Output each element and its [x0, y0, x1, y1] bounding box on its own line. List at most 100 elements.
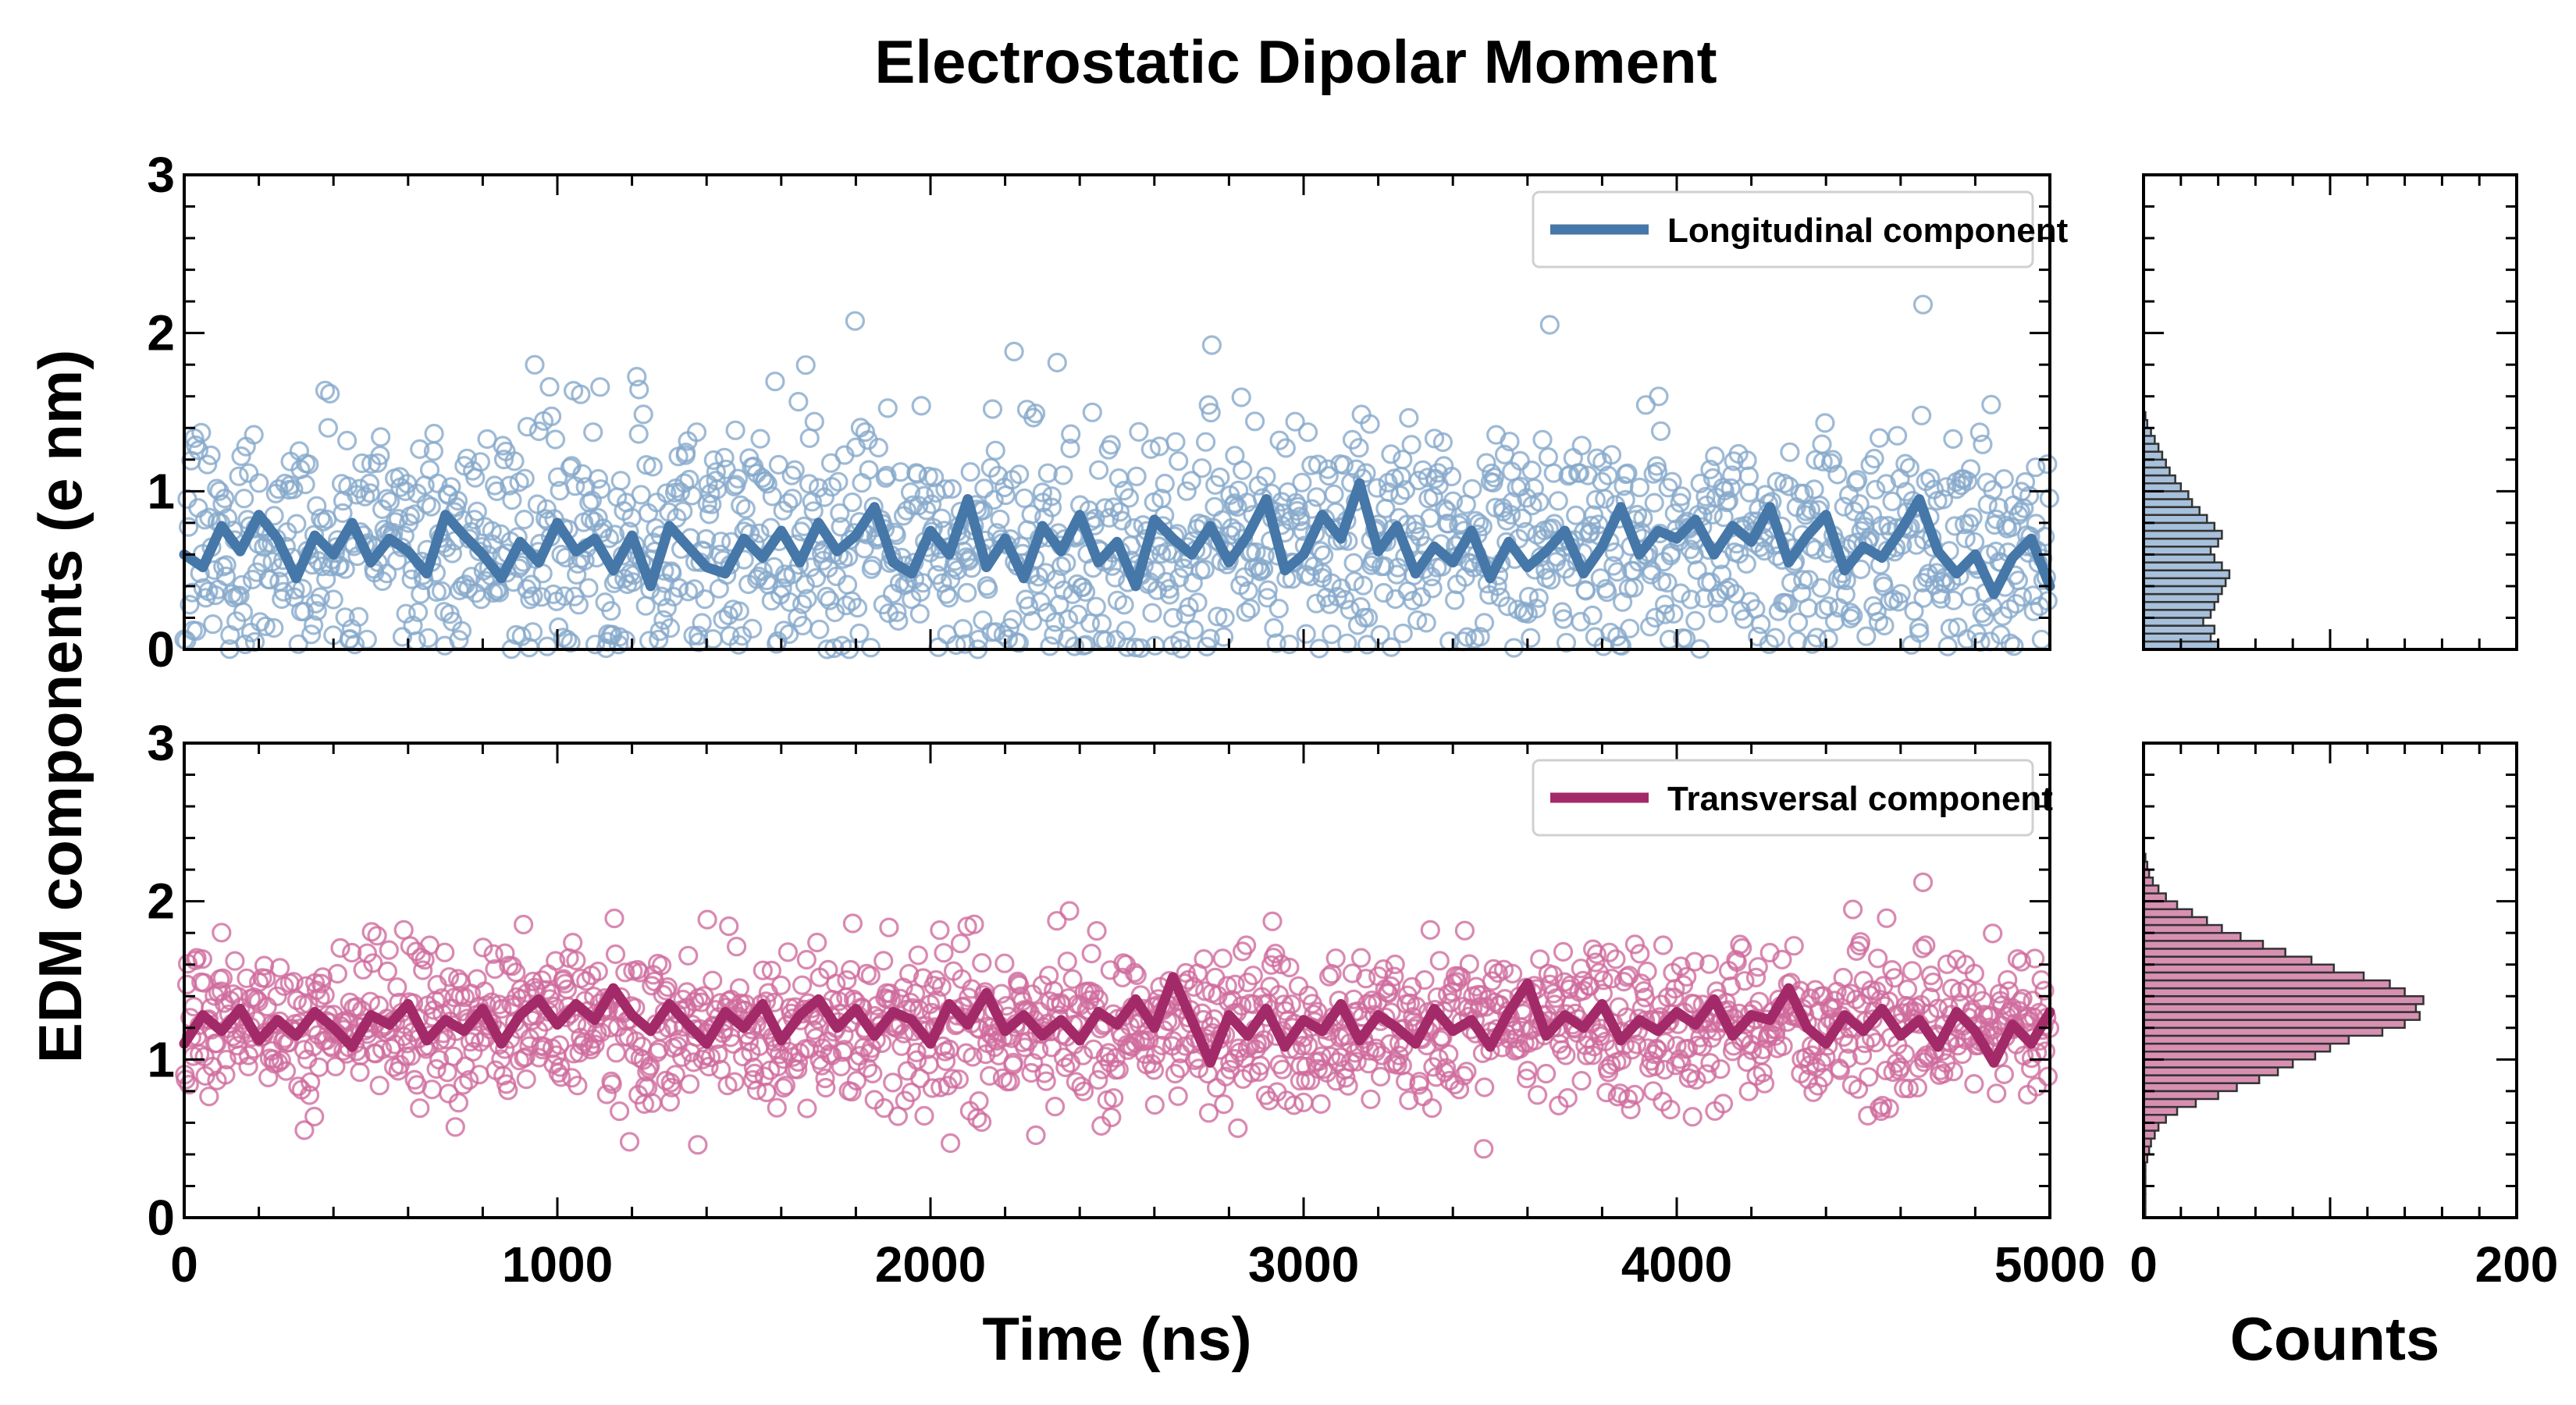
transversal-scatter-point — [1347, 1051, 1367, 1072]
transversal-scatter-point — [1047, 911, 1067, 931]
longitudinal-scatter-point — [797, 589, 817, 609]
transversal-scatter-point — [1144, 1094, 1165, 1115]
longitudinal-scatter-point — [1556, 632, 1577, 653]
transversal-hist-bar — [2142, 1050, 2317, 1061]
longitudinal-scatter-point — [1912, 405, 1932, 425]
transversal-scatter-point — [1292, 1035, 1312, 1056]
longitudinal-scatter-point — [936, 584, 957, 604]
transversal-scatter-point — [1530, 949, 1550, 969]
longitudinal-scatter-point — [301, 624, 322, 645]
longitudinal-scatter-point — [451, 621, 472, 641]
longitudinal-scatter-point — [631, 485, 651, 505]
longitudinal-scatter-point — [1671, 486, 1692, 507]
transversal-scatter-point — [792, 975, 813, 995]
transversal-scatter-point — [443, 1046, 464, 1066]
transversal-scatter-point — [894, 1023, 914, 1044]
longitudinal-scatter-point — [1292, 472, 1312, 493]
longitudinal-scatter-point — [1597, 582, 1617, 603]
longitudinal-scatter-point — [782, 489, 802, 509]
longitudinal-scatter-point — [957, 582, 977, 603]
transversal-scatter-point — [1983, 923, 2003, 944]
transversal-histogram-axes: 0 200 — [2129, 742, 2559, 1293]
longitudinal-scatter-point — [1086, 596, 1106, 617]
transversal-scatter-point — [563, 932, 583, 953]
transversal-scatter-point — [1772, 949, 1792, 970]
longitudinal-scatter-point — [1814, 599, 1834, 620]
transversal-scatter-point — [1225, 974, 1245, 994]
count-tick-label: 200 — [2475, 1236, 2559, 1293]
longitudinal-scatter-point — [931, 508, 952, 528]
longitudinal-scatter-point — [179, 517, 199, 537]
longitudinal-scatter-point — [984, 489, 1004, 510]
longitudinal-scatter-point — [1500, 504, 1521, 525]
transversal-scatter-point — [519, 1036, 539, 1056]
transversal-scatter-point — [199, 1087, 219, 1107]
transversal-scatter-point — [441, 998, 461, 1019]
longitudinal-scatter-point — [696, 528, 717, 550]
transversal-scatter-point — [1584, 1037, 1604, 1057]
transversal-scatter-point — [1877, 908, 1897, 928]
longitudinal-scatter-point — [1848, 470, 1868, 490]
longitudinal-scatter-point — [1443, 491, 1464, 511]
longitudinal-scatter-point — [1311, 541, 1331, 561]
transversal-scatter-point — [1934, 1063, 1954, 1084]
longitudinal-scatter-point — [1725, 584, 1745, 604]
transversal-scatter-point — [566, 1013, 587, 1034]
longitudinal-scatter-point — [1469, 513, 1489, 534]
longitudinal-scatter-point — [1476, 453, 1496, 473]
transversal-scatter-point — [1784, 936, 1804, 956]
longitudinal-scatter-point — [601, 600, 621, 621]
longitudinal-scatter-point — [1960, 459, 1981, 479]
transversal-scatter-point — [400, 936, 421, 956]
longitudinal-scatter-point — [1624, 578, 1644, 598]
x-axis-label-time: Time (ns) — [982, 1304, 1251, 1373]
transversal-scatter-point — [962, 979, 982, 999]
longitudinal-scatter-point — [729, 601, 749, 621]
transversal-hist-bar — [2142, 955, 2313, 966]
longitudinal-scatter-point — [1231, 387, 1251, 407]
longitudinal-scatter-point — [1306, 593, 1326, 614]
transversal-scatter-point — [459, 1069, 479, 1090]
transversal-scatter-point — [546, 951, 566, 971]
transversal-scatter-point — [1635, 987, 1655, 1008]
transversal-scatter-point — [1198, 1103, 1219, 1123]
longitudinal-scatter-point — [1064, 636, 1085, 656]
longitudinal-legend: Longitudinal component — [1532, 190, 2069, 269]
longitudinal-scatter-point — [523, 586, 543, 606]
transversal-scatter-point — [1557, 1087, 1578, 1108]
transversal-scatter-point — [2026, 1076, 2047, 1097]
longitudinal-scatter-point — [201, 445, 221, 466]
transversal-scatter-point — [619, 1132, 640, 1152]
transversal-scatter-point — [2034, 980, 2055, 1001]
longitudinal-scatter-point — [1662, 471, 1682, 492]
longitudinal-hist-bar — [2142, 600, 2216, 611]
longitudinal-scatter-point — [1140, 439, 1161, 460]
transversal-scatter-point — [1062, 969, 1083, 990]
x-axis-label-counts: Counts — [2230, 1304, 2440, 1373]
longitudinal-scatter-point — [1685, 610, 1706, 631]
longitudinal-hist-bar — [2142, 585, 2223, 596]
transversal-scatter-point — [270, 958, 290, 978]
longitudinal-scatter-point — [714, 447, 735, 468]
transversal-scatter-point — [883, 1072, 903, 1093]
longitudinal-scatter-point — [310, 587, 330, 607]
transversal-scatter-point — [1232, 995, 1252, 1016]
transversal-scatter-point — [906, 1042, 927, 1062]
longitudinal-scatter-point — [849, 623, 870, 644]
transversal-hist-bar — [2142, 1034, 2350, 1045]
longitudinal-scatter-point — [990, 509, 1010, 529]
longitudinal-scatter-point — [629, 379, 649, 400]
longitudinal-scatter-point — [370, 445, 390, 466]
longitudinal-scatter-point — [2012, 587, 2033, 607]
longitudinal-scatter-point — [1851, 559, 1871, 580]
longitudinal-scatter-point — [521, 574, 542, 595]
longitudinal-scatter-point — [1337, 633, 1357, 653]
longitudinal-hist-bar — [2142, 458, 2167, 469]
longitudinal-scatter-point — [1670, 583, 1691, 603]
transversal-scatter-point — [1748, 957, 1768, 977]
longitudinal-scatter-point — [1405, 521, 1425, 542]
longitudinal-y-tick-label: 2 — [147, 305, 175, 361]
longitudinal-hist-bar — [2142, 506, 2201, 516]
transversal-scatter-point — [1021, 1062, 1041, 1083]
transversal-y-tick-label: 0 — [147, 1190, 175, 1246]
